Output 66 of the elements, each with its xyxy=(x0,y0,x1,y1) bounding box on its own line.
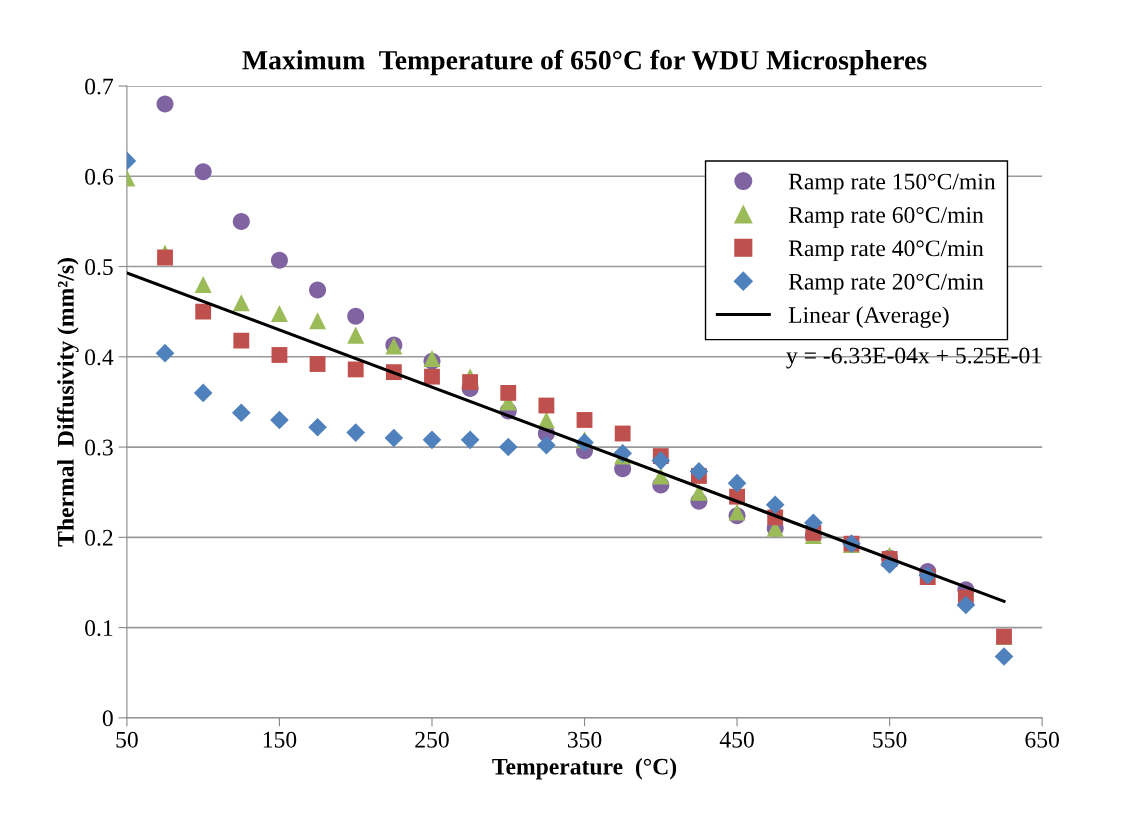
point xyxy=(651,451,671,470)
point xyxy=(157,249,173,266)
point xyxy=(194,163,212,181)
x-axis-title: Temperature (°C) xyxy=(492,758,677,780)
point xyxy=(765,495,785,515)
point xyxy=(195,303,212,320)
point xyxy=(155,343,175,363)
point xyxy=(728,503,746,521)
y-tick-label: 0 xyxy=(102,710,113,727)
point xyxy=(233,332,250,349)
y-tick-label: 0.3 xyxy=(85,439,113,456)
chart-title: Maximum Temperature of 650°C for WDU Microspheres xyxy=(242,49,927,76)
y-tick-label: 0.6 xyxy=(85,168,113,185)
point xyxy=(498,437,518,457)
legend-label: Ramp rate 150°C/min xyxy=(788,173,996,195)
point xyxy=(346,423,366,442)
point xyxy=(956,595,976,615)
point xyxy=(309,312,327,330)
legend-label: Ramp rate 40°C/min xyxy=(788,240,984,262)
y-tick-label: 0.4 xyxy=(85,349,114,366)
y-tick-label: 0.7 xyxy=(85,78,114,95)
point xyxy=(156,95,174,113)
point xyxy=(231,403,251,423)
point xyxy=(194,276,212,294)
point xyxy=(462,374,479,390)
y-axis-title: Thermal Diffusivity (mm²/s) xyxy=(56,258,79,547)
x-tick-label: 250 xyxy=(415,731,449,748)
point xyxy=(424,368,440,385)
point xyxy=(232,212,250,230)
x-tick-label: 450 xyxy=(719,731,754,748)
legend-label: Linear (Average) xyxy=(788,306,949,328)
point xyxy=(270,251,288,269)
point xyxy=(689,462,709,481)
point xyxy=(271,347,288,363)
point xyxy=(537,435,556,455)
point xyxy=(384,428,404,448)
point xyxy=(994,647,1014,666)
legend-label: Ramp rate 60°C/min xyxy=(788,206,984,228)
x-tick-label: 350 xyxy=(567,731,602,748)
point xyxy=(500,384,517,401)
point xyxy=(460,430,480,450)
point xyxy=(576,412,593,428)
x-tick-label: 550 xyxy=(873,731,907,748)
point xyxy=(309,356,326,372)
point xyxy=(690,483,708,501)
x-tick-label: 150 xyxy=(263,731,297,748)
y-tick-label: 0.5 xyxy=(85,259,113,276)
x-tick-label: 650 xyxy=(1025,731,1059,748)
point xyxy=(614,425,631,442)
x-tick-label: 50 xyxy=(116,731,138,748)
point xyxy=(538,397,555,414)
point xyxy=(347,307,365,325)
legend-label: Ramp rate 20°C/min xyxy=(788,273,984,295)
point xyxy=(270,304,288,322)
point xyxy=(347,326,365,344)
point xyxy=(727,473,747,493)
annotation: y = -6.33E-04x + 5.25E-01 xyxy=(786,347,1041,369)
point xyxy=(270,410,289,430)
point xyxy=(232,294,250,312)
point xyxy=(422,430,442,450)
point xyxy=(347,361,364,378)
y-tick-label: 0.1 xyxy=(85,620,113,637)
point xyxy=(308,417,327,437)
point xyxy=(193,383,213,403)
y-tick-label: 0.2 xyxy=(85,529,113,546)
point xyxy=(309,281,327,299)
